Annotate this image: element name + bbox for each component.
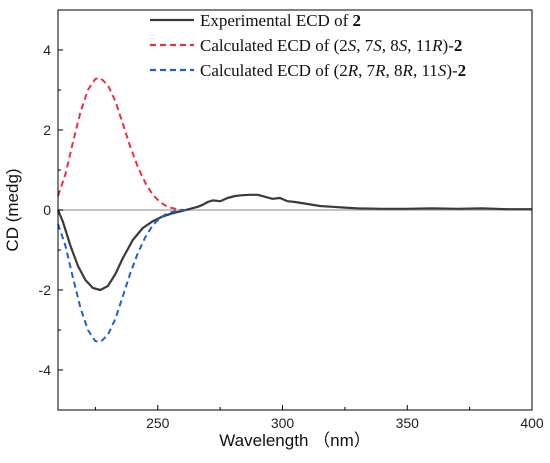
legend-entry: Experimental ECD of 2 xyxy=(200,11,361,30)
series-calculated-2s7s8s11r xyxy=(57,77,191,211)
legend-text-part: R xyxy=(374,61,386,80)
x-axis-label: Wavelength （nm） xyxy=(219,431,370,450)
legend-text-part: R xyxy=(431,36,443,55)
y-axis-label: CD (medg) xyxy=(3,168,22,251)
y-tick-label: -4 xyxy=(39,362,52,378)
series-calculated-2r7r8r11s xyxy=(57,209,191,343)
legend-text-part: 2 xyxy=(353,11,362,30)
legend-text-part: Experimental ECD of xyxy=(200,11,353,30)
series-experimental xyxy=(56,193,532,292)
x-tick-label: 250 xyxy=(146,415,170,431)
legend-entry: Calculated ECD of (2S, 7S, 8S, 11R)-2 xyxy=(200,36,462,55)
legend-text-part: 2 xyxy=(454,36,463,55)
legend-text-part: )- xyxy=(443,36,455,55)
legend-text-part: , 8 xyxy=(386,61,403,80)
legend-text-part: )- xyxy=(446,61,458,80)
y-tick-label: 0 xyxy=(43,202,51,218)
legend-entry: Calculated ECD of (2R, 7R, 8R, 11S)-2 xyxy=(200,61,466,80)
legend-text-part: , 7 xyxy=(356,36,374,55)
legend-text-part: R xyxy=(402,61,414,80)
y-tick-label: 2 xyxy=(43,122,51,138)
x-tick-label: 350 xyxy=(396,415,420,431)
x-tick-label: 400 xyxy=(520,415,544,431)
legend-text-part: S xyxy=(399,36,408,55)
legend-text-part: 2 xyxy=(458,61,467,80)
legend-text-part: , 8 xyxy=(382,36,399,55)
legend-text-part: S xyxy=(373,36,382,55)
legend-text-part: , 11 xyxy=(413,61,438,80)
y-tick-label: -2 xyxy=(39,282,52,298)
y-tick-label: 4 xyxy=(43,42,51,58)
legend-text-part: S xyxy=(348,36,357,55)
legend-text-part: , 7 xyxy=(358,61,376,80)
legend-text-part: S xyxy=(438,61,447,80)
legend-text-part: R xyxy=(347,61,359,80)
legend-text-part: Calculated ECD of (2 xyxy=(200,61,348,80)
legend-text-part: Calculated ECD of (2 xyxy=(200,36,348,55)
x-tick-label: 300 xyxy=(271,415,295,431)
legend-text-part: , 11 xyxy=(407,36,432,55)
